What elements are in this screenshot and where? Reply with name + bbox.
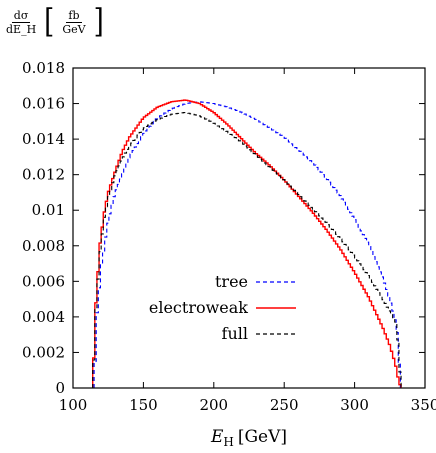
x-axis-title-subscript: H <box>223 435 233 449</box>
y-tick-label: 0.01 <box>32 201 65 219</box>
y-axis-unit-numerator: fb <box>66 8 82 23</box>
x-axis-title-unit: [GeV] <box>238 427 287 447</box>
legend-label-tree: tree <box>215 272 248 291</box>
plot-frame <box>72 67 426 389</box>
y-tick-label: 0.012 <box>22 166 65 184</box>
y-axis-unit-close-bracket: ] <box>93 3 104 41</box>
y-tick-label: 0.006 <box>22 272 65 290</box>
y-axis-unit-denominator: GeV <box>62 22 86 36</box>
x-tick-label: 200 <box>199 396 228 414</box>
y-axis-title: dσ dE_H [ fb GeV ] <box>4 2 104 42</box>
legend-label-full: full <box>222 324 248 343</box>
y-axis-derivative-numerator: dσ <box>11 8 31 23</box>
legend-label-electroweak: electroweak <box>149 298 248 317</box>
y-tick-label: 0.004 <box>22 308 65 326</box>
series-line-full <box>92 112 402 388</box>
series-layer <box>92 99 402 389</box>
y-tick-label: 0.018 <box>22 59 65 77</box>
y-tick-label: 0.008 <box>22 237 65 255</box>
y-axis-derivative-denominator: dE_H <box>6 22 37 36</box>
x-tick-label: 150 <box>129 396 158 414</box>
y-tick-label: 0 <box>55 379 65 397</box>
y-axis-unit: fb GeV <box>60 9 87 36</box>
y-tick-label: 0.016 <box>22 95 65 113</box>
series-line-electroweak <box>92 99 402 388</box>
legend: tree electroweak full <box>149 272 296 343</box>
x-axis-title: EH [GeV] <box>210 427 287 449</box>
x-tick-label: 350 <box>411 396 436 414</box>
y-axis-derivative: dσ dE_H <box>4 9 38 36</box>
y-tick-label: 0.002 <box>22 343 65 361</box>
x-tick-label: 250 <box>270 396 299 414</box>
series-line-tree <box>93 101 402 389</box>
x-tick-label: 100 <box>59 396 88 414</box>
x-tick-label: 300 <box>340 396 369 414</box>
x-axis-title-symbol: E <box>210 427 224 447</box>
y-tick-label: 0.014 <box>22 130 65 148</box>
ticks-layer: 100 150 200 250 300 350 0 0.002 0.004 0.006 0.008 0… <box>22 59 436 414</box>
y-axis-unit-open-bracket: [ <box>44 3 55 41</box>
